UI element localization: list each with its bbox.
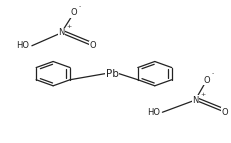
Text: -: - bbox=[79, 4, 81, 9]
Text: +: + bbox=[200, 92, 206, 97]
Text: HO: HO bbox=[147, 108, 160, 117]
Text: -: - bbox=[212, 72, 214, 77]
Text: N: N bbox=[192, 96, 198, 105]
Text: O: O bbox=[89, 41, 96, 50]
Text: O: O bbox=[204, 76, 210, 85]
Text: Pb: Pb bbox=[106, 69, 119, 79]
Text: HO: HO bbox=[17, 41, 30, 50]
Text: N: N bbox=[58, 28, 64, 37]
Text: +: + bbox=[66, 24, 72, 29]
Text: O: O bbox=[222, 108, 228, 117]
Text: O: O bbox=[71, 8, 77, 17]
